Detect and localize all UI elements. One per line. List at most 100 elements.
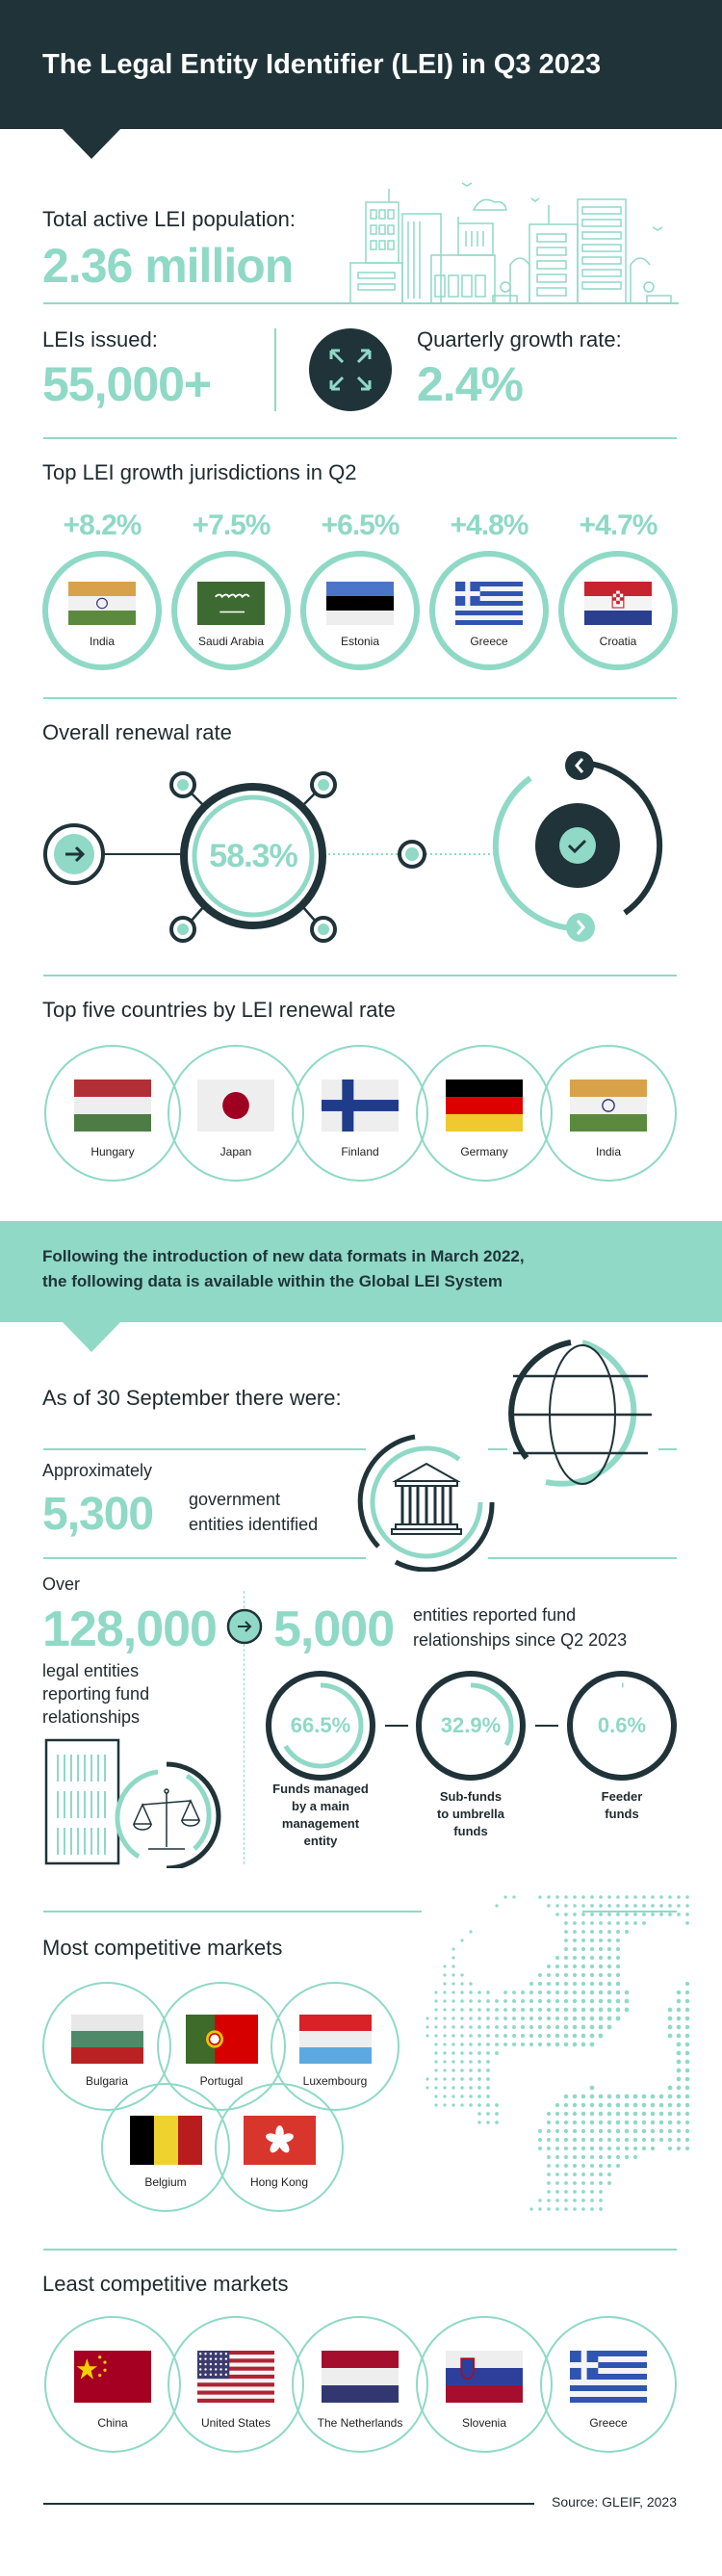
globe-dot [538,1895,542,1899]
globe-dot [668,1912,672,1916]
globe-dot [580,1981,586,1987]
globe-dot [443,2017,447,2020]
globe-dot [573,2164,577,2168]
flag-luxembourg-icon [298,2014,372,2064]
country-name: Germany [460,1145,508,1158]
flag-india-icon [68,581,136,625]
globe-dot [659,1895,663,1899]
globe-dot [460,1999,464,2003]
divider [488,1557,677,1559]
globe-dot [434,2008,438,2012]
globe-dot [503,2017,507,2020]
globe-dot [624,2146,630,2151]
globe-dot [615,2111,621,2117]
globe-dot [555,2155,559,2159]
globe-dot [469,2103,473,2107]
globe-dot [443,2095,447,2098]
globe-dot [580,2024,586,2030]
globe-dot [615,1964,621,1969]
flag-united-states-icon [197,2351,274,2403]
globe-dot [563,2042,569,2047]
globe-dot [451,1991,455,1994]
globe-dot [650,2146,656,2151]
globe-dot [676,2146,682,2151]
globe-dot [546,1972,552,1978]
globe-dot [580,1955,586,1961]
globe-dot [589,1998,595,2004]
share-value: 32.9% [440,1713,502,1737]
globe-dot [495,2025,499,2029]
globe-dot [554,1998,560,2004]
globe-dot [658,2111,664,2117]
globe-dot [607,2173,611,2176]
country-circle [42,551,162,670]
globe-dot [477,2095,481,2098]
flag-belgium-icon [129,2115,202,2165]
globe-dot [555,1904,559,1908]
share-label: management [281,1816,360,1831]
globe-dot [503,1999,507,2003]
globe-dot [564,1930,568,1934]
globe-dot [555,1895,559,1899]
funds-desc-3: relationships [42,1707,141,1727]
globe-dot [573,1921,577,1925]
globe-dot [598,1972,604,1978]
globe-dot [572,2137,578,2143]
globe-dot [495,1904,499,1908]
globe-dot [589,2102,595,2108]
globe-dot [469,2017,473,2020]
globe-dot [443,2051,447,2055]
country-name: China [97,2416,128,2430]
globe-dot [684,2137,690,2143]
globe-dot [563,2094,569,2099]
globe-dot [538,2147,542,2150]
globe-dot [650,2128,656,2134]
globe-dot [598,2120,604,2125]
globe-dot [547,2155,551,2159]
country-name: Hungary [90,1145,135,1158]
globe-dot [572,1955,578,1961]
globe-dot [486,2034,490,2038]
globe-dot [486,2077,490,2081]
globe-dot [443,2086,447,2090]
globe-dot [615,2137,621,2143]
divider [43,1448,366,1450]
globe-dot [477,1999,481,2003]
country-circle [300,551,420,670]
globe-dot [563,2111,569,2117]
globe-dot [563,2007,569,2013]
government-desc-line1: government [189,1490,281,1509]
globe-dot [624,2007,630,2013]
globe-dot [563,2024,569,2030]
globe-dot [633,1921,637,1925]
globe-dot [563,1981,569,1987]
globe-dot [546,2137,552,2143]
globe-dot [573,2199,577,2202]
globe-dot [554,2102,560,2108]
globe-dot [572,1964,578,1969]
globe-dot [573,1904,577,1908]
country-name: Belgium [144,2175,187,2189]
share-value: 66.5% [290,1713,351,1737]
globe-dot [546,2128,552,2134]
globe-dot [599,2207,603,2211]
population-value: 2.36 million [42,239,294,293]
globe-dot [632,2094,638,2099]
globe-dot [684,2120,690,2125]
globe-dot [537,2024,543,2030]
banner-text-line1: Following the introduction of new data f… [42,1247,525,1265]
globe-dot [563,1998,569,2004]
globe-dot [503,2025,507,2029]
globe-dot [529,2016,534,2021]
globe-dot [615,1990,621,1995]
globe-dot [615,2016,621,2021]
globe-dot [451,1982,455,1986]
globe-dot [547,1895,551,1899]
globe-dot [546,2120,552,2125]
globe-dot [650,2137,656,2143]
globe-dot [632,2120,638,2125]
globe-dot [564,1904,568,1908]
globe-dot [563,1964,569,1969]
globe-dot [486,2103,490,2107]
funds-desc-1: legal entities [42,1661,140,1680]
